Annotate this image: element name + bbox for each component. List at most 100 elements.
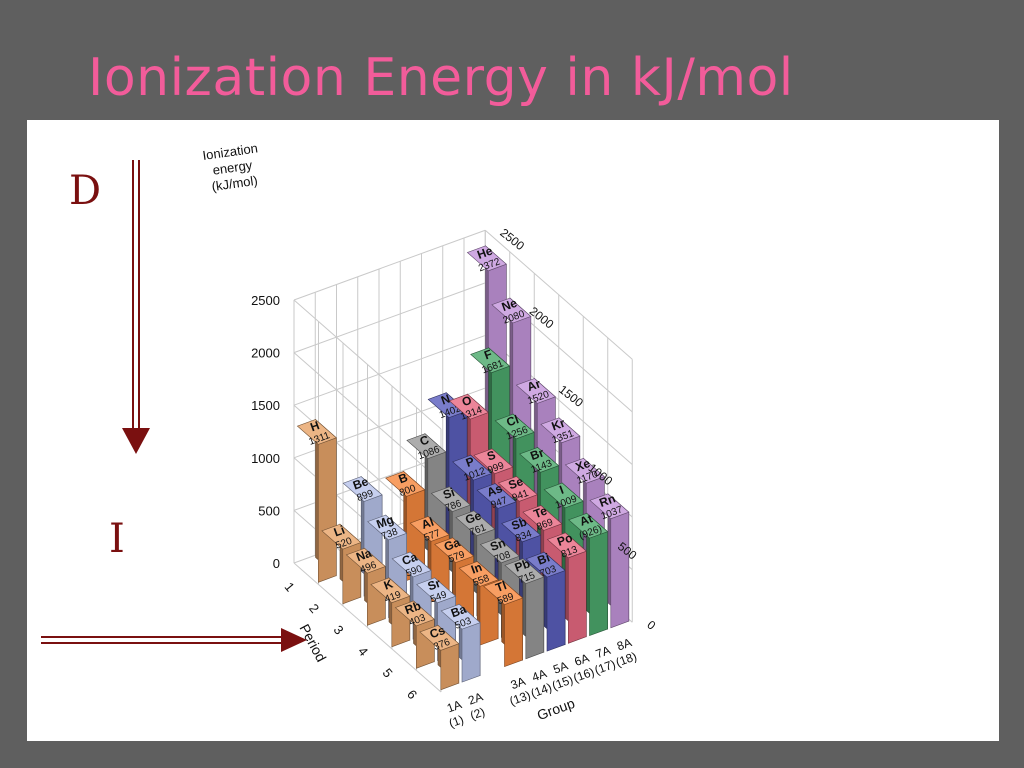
grid-line xyxy=(293,282,486,354)
bar-top xyxy=(466,245,507,272)
element-value: 800 xyxy=(398,483,418,499)
bar-front xyxy=(610,511,630,629)
bar-top xyxy=(546,532,587,559)
group-number-label: (2) xyxy=(468,705,487,723)
element-symbol: Tl xyxy=(494,578,509,595)
element-value: 503 xyxy=(453,616,473,632)
y-tick-label: 2500 xyxy=(251,293,280,308)
element-symbol: Mg xyxy=(375,512,396,531)
bar-top xyxy=(455,510,496,537)
element-value: 590 xyxy=(404,563,424,579)
bar-top xyxy=(564,458,605,484)
group-tick-label: 2A xyxy=(466,690,485,708)
period-tick-label: 3 xyxy=(331,622,347,637)
element-symbol: Sb xyxy=(509,515,528,533)
y-tick-label: 0 xyxy=(273,556,280,571)
element-value: 715 xyxy=(517,570,537,586)
bar-front xyxy=(317,437,337,583)
bar-top xyxy=(296,419,337,445)
element-value: 834 xyxy=(514,528,534,544)
element-value: 579 xyxy=(447,549,467,565)
element-symbol: O xyxy=(460,393,474,409)
element-symbol: Ga xyxy=(442,535,462,554)
bar-top xyxy=(515,378,556,404)
chart-figure: H 1311 He 2372 Li 520 Be 899 B 800 C 1086 N 1402 O 1314… xyxy=(27,120,999,741)
bar-front xyxy=(567,550,587,644)
group-tick-label: 1A xyxy=(445,697,464,715)
bar-top xyxy=(427,392,468,418)
bar-top xyxy=(419,625,460,651)
element-value: 708 xyxy=(493,549,513,565)
element-value: 558 xyxy=(471,573,491,589)
group-number-label: (14) xyxy=(529,680,554,700)
element-value: 899 xyxy=(355,488,375,504)
bar-top xyxy=(345,547,386,574)
element-symbol: Xe xyxy=(574,456,593,474)
bar-top xyxy=(589,493,630,520)
element-symbol: At xyxy=(578,511,595,528)
bar-top xyxy=(497,476,538,502)
bar-top xyxy=(473,448,514,475)
element-value: 589 xyxy=(496,591,516,607)
bar-top xyxy=(321,523,362,550)
bar-top xyxy=(504,558,545,584)
element-symbol: Be xyxy=(351,474,371,493)
y-tick-label: 1500 xyxy=(251,398,280,413)
element-value: 376 xyxy=(432,637,452,653)
bar-top xyxy=(479,537,520,564)
element-symbol: Cs xyxy=(428,623,448,642)
element-symbol: Ne xyxy=(500,296,520,315)
bar-top xyxy=(434,537,475,563)
group-tick-label: 5A xyxy=(551,659,570,677)
group-number-label: (17) xyxy=(593,657,618,677)
period-tick-label: 5 xyxy=(380,665,396,680)
y-axis-title: energy xyxy=(212,157,254,177)
bar-top xyxy=(522,505,563,531)
element-symbol: He xyxy=(475,243,495,262)
down-arrow-icon xyxy=(122,160,150,454)
element-symbol: Bi xyxy=(536,550,552,567)
group-number-label: (13) xyxy=(508,688,533,708)
element-symbol: Br xyxy=(528,445,546,463)
period-tick-label: 1 xyxy=(282,579,298,594)
bar-top xyxy=(543,482,584,509)
element-symbol: F xyxy=(482,347,494,363)
group-tick-label: 3A xyxy=(509,674,528,692)
y-axis-title: (kJ/mol) xyxy=(211,173,259,194)
bar-at: At(926) xyxy=(568,511,609,637)
period-tick-label: 4 xyxy=(355,644,371,659)
bar-top xyxy=(483,579,524,605)
element-value: 941 xyxy=(511,488,531,504)
group-number-label: (18) xyxy=(614,649,639,669)
bar-top xyxy=(476,483,517,509)
bar-top xyxy=(409,516,450,542)
bar-top xyxy=(342,476,383,502)
bar-top xyxy=(568,512,609,539)
element-symbol: Al xyxy=(420,515,436,532)
element-value: 496 xyxy=(359,560,379,576)
grid-line xyxy=(484,229,633,360)
bar-top xyxy=(458,561,499,587)
bar-top xyxy=(540,417,581,444)
element-value: 549 xyxy=(429,589,449,605)
bar-front xyxy=(461,622,481,683)
element-symbol: Ba xyxy=(449,602,469,621)
bar-front xyxy=(589,531,608,637)
bar-front xyxy=(440,643,460,691)
element-symbol: Si xyxy=(441,485,456,502)
period-tick-label: 2 xyxy=(306,601,322,616)
bar-top xyxy=(440,603,481,630)
element-symbol: Rn xyxy=(597,491,617,510)
element-symbol: Li xyxy=(332,523,347,540)
bar-top xyxy=(367,514,408,541)
bar-top xyxy=(370,577,411,604)
element-symbol: Na xyxy=(354,546,374,565)
bar-top xyxy=(452,454,493,481)
element-value: 869 xyxy=(535,517,555,533)
